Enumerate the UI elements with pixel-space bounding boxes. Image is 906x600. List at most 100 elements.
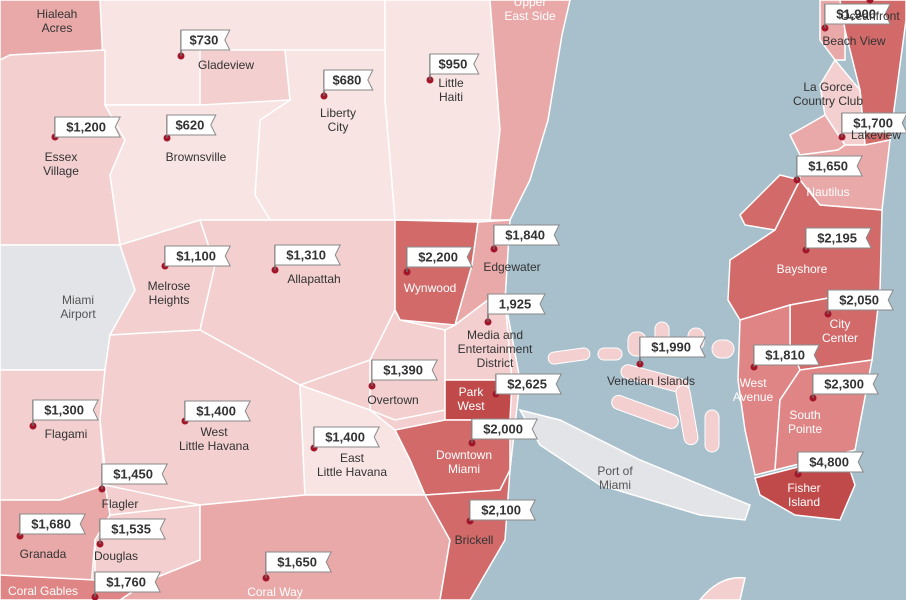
price-text-beach-view: $1,900 xyxy=(836,7,876,22)
price-text-city-center: $2,050 xyxy=(839,293,879,308)
price-text-brickell: $2,100 xyxy=(481,503,521,518)
label-port-of-miami: Port of Miami xyxy=(597,464,633,492)
price-text-bayshore: $2,195 xyxy=(817,231,857,246)
price-flag-melrose-heights: $1,100 xyxy=(164,245,232,267)
price-text-downtown-miami: $2,000 xyxy=(483,422,523,437)
price-text-flagami: $1,300 xyxy=(44,403,84,418)
price-text-melrose-heights: $1,100 xyxy=(176,249,216,264)
label-granada: Granada xyxy=(20,547,67,561)
price-flag-west-avenue: $1,810 xyxy=(753,344,821,367)
price-flag-lakeview: $1,700 xyxy=(841,112,906,137)
price-flags: $730 $950 $680 $1,200 $620 $2,200 $1,840 $1,100… xyxy=(16,0,906,600)
price-flag-little-haiti: $950 xyxy=(429,53,480,80)
region-key-islet xyxy=(699,576,746,600)
price-text-park-west: $2,625 xyxy=(507,377,547,392)
price-text-flagler: $1,450 xyxy=(113,467,153,482)
label-lakeview: Lakeview xyxy=(851,128,901,142)
label-coral-way: Coral Way xyxy=(247,585,303,599)
label-flagami: Flagami xyxy=(45,427,88,441)
label-melrose-heights: Melrose Heights xyxy=(148,279,191,307)
label-west-little-havana: West Little Havana xyxy=(179,425,249,453)
price-text-lakeview: $1,700 xyxy=(853,116,893,131)
price-text-essex-village: $1,200 xyxy=(66,120,106,135)
label-coral-gables: Coral Gables xyxy=(8,584,78,598)
price-flag-granada: $1,680 xyxy=(19,513,87,536)
price-text-liberty-city: $680 xyxy=(332,73,361,88)
label-media-and-entertainment-district: Media and Entertainment District xyxy=(458,328,533,370)
label-hialeah-acres: Hialeah Acres xyxy=(37,7,78,35)
label-edgewater: Edgewater xyxy=(483,260,540,274)
price-flag-bayshore: $2,195 xyxy=(805,227,873,250)
price-text-overtown: $1,390 xyxy=(383,363,423,378)
label-allapattah: Allapattah xyxy=(287,272,340,286)
price-flag-flagami: $1,300 xyxy=(32,399,100,426)
price-flag-edgewater: $1,840 xyxy=(493,224,561,249)
label-wynwood: Wynwood xyxy=(404,281,457,295)
label-downtown-miami: Downtown Miami xyxy=(436,448,492,476)
label-overtown: Overtown xyxy=(367,393,418,407)
label-gladeview: Gladeview xyxy=(198,58,254,72)
price-flag-overtown: $1,390 xyxy=(371,359,439,386)
price-text-edgewater: $1,840 xyxy=(505,228,545,243)
price-text-south-pointe: $2,300 xyxy=(824,377,864,392)
label-douglas: Douglas xyxy=(94,549,138,563)
price-flag-east-little-havana: $1,400 xyxy=(313,426,381,448)
label-liberty-city: Liberty City xyxy=(320,106,356,134)
price-flag-brownsville: $620 xyxy=(166,114,217,138)
price-text-brownsville: $620 xyxy=(175,118,204,133)
price-text-gladeview: $730 xyxy=(189,33,218,48)
price-flag-south-pointe: $2,300 xyxy=(812,373,880,398)
price-flag-gladeview: $730 xyxy=(180,29,231,56)
price-text-media-and-entertainment-district: 1,925 xyxy=(499,297,532,312)
price-text-west-avenue: $1,810 xyxy=(765,348,805,363)
label-little-haiti: Little Haiti xyxy=(438,76,464,104)
region-little-haiti xyxy=(384,0,501,221)
label-oceanfront: Oceanfront xyxy=(840,9,900,23)
price-flag-douglas: $1,535 xyxy=(99,518,167,544)
label-city-center: City Center xyxy=(822,317,858,345)
price-flag-liberty-city: $680 xyxy=(323,69,374,96)
label-bayshore: Bayshore xyxy=(777,262,828,276)
price-text-coral-gables: $1,760 xyxy=(106,575,146,590)
price-text-west-little-havana: $1,400 xyxy=(196,404,236,419)
dot-oceanfront xyxy=(866,0,874,4)
label-west-avenue: West Avenue xyxy=(733,376,774,404)
label-fisher-island: Fisher Island xyxy=(787,481,820,509)
label-south-pointe: South Pointe xyxy=(788,408,822,436)
price-text-east-little-havana: $1,400 xyxy=(325,430,365,445)
region-upper-east-side xyxy=(489,0,571,221)
region-port-of-miami xyxy=(518,408,751,521)
price-flag-beach-view: $1,900 xyxy=(824,3,892,28)
label-brickell: Brickell xyxy=(455,533,494,547)
label-nautilus: Nautilus xyxy=(806,185,849,199)
price-text-venetian-islands: $1,990 xyxy=(651,340,691,355)
label-brownsville: Brownsville xyxy=(166,150,227,164)
label-essex-village: Essex Village xyxy=(43,150,79,178)
label-miami-airport: Miami Airport xyxy=(60,293,96,321)
price-flag-essex-village: $1,200 xyxy=(54,116,122,138)
price-flag-allapattah: $1,310 xyxy=(274,244,342,270)
price-text-douglas: $1,535 xyxy=(111,522,151,537)
price-flag-media-and-entertainment-district: 1,925 xyxy=(487,293,546,322)
price-flag-city-center: $2,050 xyxy=(827,289,895,314)
price-text-coral-way: $1,650 xyxy=(277,555,317,570)
price-flag-wynwood: $2,200 xyxy=(406,246,474,272)
label-park-west: Park West xyxy=(457,385,485,413)
price-text-little-haiti: $950 xyxy=(438,57,467,72)
label-la-gorce-country-club: La Gorce Country Club xyxy=(793,80,863,108)
label-venetian-islands: Venetian Islands xyxy=(607,374,695,388)
price-text-allapattah: $1,310 xyxy=(286,248,326,263)
price-text-wynwood: $2,200 xyxy=(418,250,458,265)
price-text-nautilus: $1,650 xyxy=(808,159,848,174)
price-text-granada: $1,680 xyxy=(31,517,71,532)
price-flag-flagler: $1,450 xyxy=(101,463,169,489)
price-flag-fisher-island: $4,800 xyxy=(797,451,865,474)
region-coral-way xyxy=(118,494,451,600)
price-flag-nautilus: $1,650 xyxy=(796,155,864,180)
price-flag-venetian-islands: $1,990 xyxy=(639,336,707,364)
price-flag-downtown-miami: $2,000 xyxy=(471,418,539,443)
label-flagler: Flagler xyxy=(102,497,139,511)
price-flag-coral-way: $1,650 xyxy=(265,551,333,578)
label-east-little-havana: East Little Havana xyxy=(317,451,387,479)
